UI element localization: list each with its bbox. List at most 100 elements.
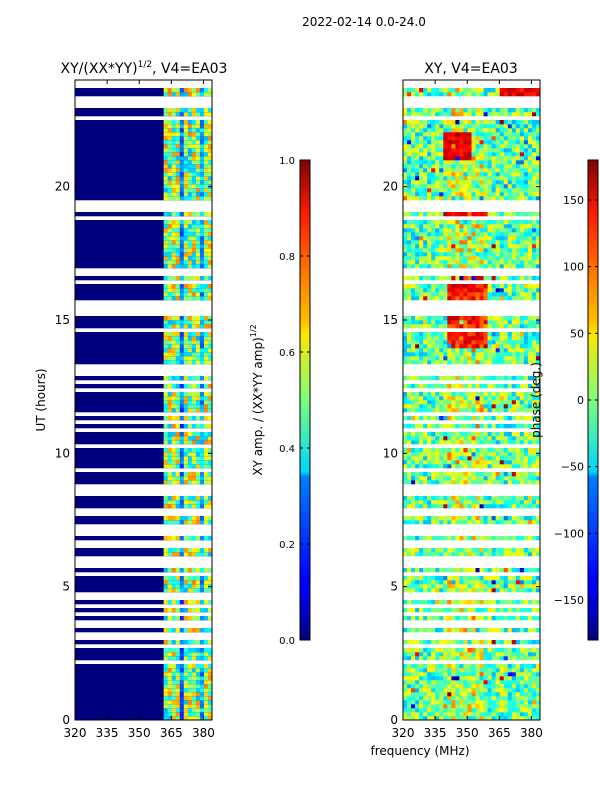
phase-cell bbox=[475, 692, 480, 697]
amplitude-cell bbox=[195, 436, 201, 441]
phase-cell bbox=[423, 152, 428, 157]
amplitude-cell bbox=[207, 472, 212, 477]
phase-cell bbox=[531, 360, 537, 365]
phase-cell bbox=[507, 480, 513, 485]
phase-cell bbox=[427, 144, 432, 149]
phase-cell bbox=[487, 708, 492, 713]
phase-cell bbox=[507, 664, 513, 669]
phase-cell bbox=[495, 160, 501, 165]
amplitude-cell bbox=[199, 284, 205, 289]
amplitude-cell bbox=[191, 432, 197, 437]
amplitude-cell bbox=[199, 180, 205, 185]
phase-cell bbox=[531, 320, 537, 325]
phase-cell bbox=[463, 396, 468, 401]
phase-cell bbox=[463, 676, 468, 681]
phase-cell bbox=[411, 188, 416, 193]
phase-cell bbox=[475, 424, 480, 429]
amplitude-cell bbox=[195, 588, 201, 593]
amplitude-cell bbox=[199, 656, 205, 661]
phase-cell bbox=[479, 548, 484, 553]
phase-cell bbox=[467, 392, 472, 397]
amplitude-cell bbox=[207, 608, 212, 613]
phase-cell bbox=[483, 180, 488, 185]
phase-cell bbox=[459, 704, 464, 709]
phase-cell bbox=[523, 440, 529, 445]
phase-cell bbox=[499, 156, 505, 161]
phase-cell bbox=[531, 188, 537, 193]
phase-cell bbox=[499, 360, 505, 365]
phase-cell bbox=[499, 584, 505, 589]
phase-cell bbox=[443, 136, 448, 141]
phase-cell bbox=[515, 440, 521, 445]
phase-cell bbox=[479, 132, 484, 137]
phase-cell bbox=[435, 264, 440, 269]
amplitude-cell bbox=[167, 192, 173, 197]
amplitude-cell bbox=[187, 704, 193, 709]
phase-cell bbox=[439, 684, 444, 689]
phase-cell bbox=[499, 192, 505, 197]
phase-cell bbox=[431, 140, 436, 145]
phase-cell bbox=[439, 292, 444, 297]
amplitude-row bbox=[75, 228, 212, 233]
phase-cell bbox=[479, 416, 484, 421]
phase-cell bbox=[423, 148, 428, 153]
phase-cell bbox=[475, 688, 480, 693]
phase-cell bbox=[419, 352, 424, 357]
phase-cell bbox=[447, 148, 452, 153]
phase-cell bbox=[471, 480, 476, 485]
phase-cell bbox=[527, 184, 533, 189]
phase-cell bbox=[495, 448, 501, 453]
phase-cell bbox=[523, 244, 529, 249]
phase-cell bbox=[447, 264, 452, 269]
phase-cell bbox=[411, 148, 416, 153]
amplitude-cell bbox=[195, 668, 201, 673]
phase-cell bbox=[499, 680, 505, 685]
phase-cell bbox=[491, 124, 496, 129]
amplitude-cell bbox=[163, 700, 168, 705]
phase-cell bbox=[459, 424, 464, 429]
phase-cell bbox=[463, 320, 468, 325]
amplitude-cell bbox=[179, 664, 185, 669]
phase-cell bbox=[487, 344, 492, 349]
amplitude-row bbox=[75, 224, 212, 229]
amplitude-cell bbox=[187, 580, 193, 585]
amplitude-cell bbox=[175, 164, 181, 169]
phase-cell bbox=[431, 228, 436, 233]
phase-cell bbox=[403, 700, 408, 705]
phase-cell bbox=[487, 352, 492, 357]
amplitude-cell bbox=[171, 252, 177, 257]
phase-cell bbox=[419, 180, 424, 185]
phase-cell bbox=[443, 480, 448, 485]
phase-cell bbox=[411, 708, 416, 713]
phase-cell bbox=[531, 424, 537, 429]
phase-cell bbox=[411, 260, 416, 265]
phase-cell bbox=[439, 120, 444, 125]
phase-cell bbox=[435, 392, 440, 397]
phase-cell bbox=[455, 656, 460, 661]
phase-cell bbox=[455, 676, 460, 681]
phase-cell bbox=[487, 392, 492, 397]
phase-cell bbox=[475, 360, 480, 365]
phase-cell bbox=[527, 616, 533, 621]
phase-cell bbox=[427, 608, 432, 613]
phase-cell bbox=[475, 608, 480, 613]
phase-cell bbox=[407, 616, 412, 621]
amplitude-cell bbox=[179, 580, 185, 585]
phase-cell bbox=[503, 336, 509, 341]
amplitude-cell bbox=[175, 476, 181, 481]
phase-cell bbox=[491, 500, 496, 505]
phase-cell bbox=[531, 348, 537, 353]
amplitude-cell bbox=[203, 656, 209, 661]
colorbar-tick-label: 0.4 bbox=[279, 444, 295, 455]
amplitude-cell bbox=[167, 184, 173, 189]
phase-cell bbox=[495, 164, 501, 169]
phase-cell bbox=[463, 696, 468, 701]
amplitude-cell bbox=[195, 652, 201, 657]
phase-cell bbox=[415, 176, 420, 181]
amplitude-cell bbox=[199, 192, 205, 197]
amplitude-cell bbox=[163, 684, 168, 689]
amplitude-cell bbox=[199, 496, 205, 501]
amplitude-cell bbox=[191, 152, 197, 157]
phase-cell bbox=[463, 156, 468, 161]
phase-cell bbox=[407, 496, 412, 501]
